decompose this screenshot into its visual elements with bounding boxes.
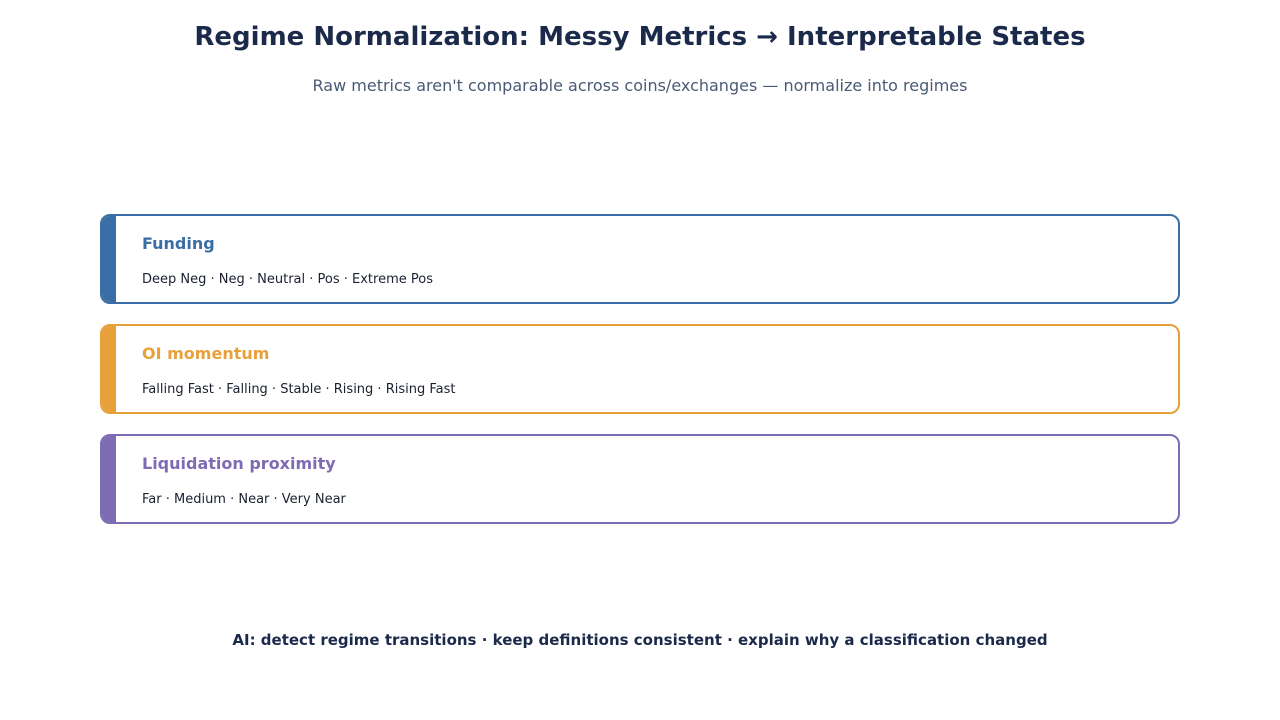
footer: AI: detect regime transitions · keep def… xyxy=(232,631,1048,649)
regime-card: Funding Deep Neg · Neg · Neutral · Pos · … xyxy=(100,214,1180,304)
subtitle: Raw metrics aren't comparable across coi… xyxy=(312,76,968,95)
title: Regime Normalization: Messy Metrics → In… xyxy=(194,22,1086,52)
accent-bar xyxy=(102,216,116,302)
accent-bar xyxy=(102,436,116,522)
card-states: Far · Medium · Near · Very Near xyxy=(142,492,346,507)
accent-bar xyxy=(102,326,116,412)
card-states: Deep Neg · Neg · Neutral · Pos · Extreme… xyxy=(142,272,433,287)
card-title: Liquidation proximity xyxy=(142,454,336,473)
card-states: Falling Fast · Falling · Stable · Rising… xyxy=(142,382,456,397)
regime-card: Liquidation proximity Far · Medium · Near… xyxy=(100,434,1180,524)
card-title: OI momentum xyxy=(142,344,270,363)
card-title: Funding xyxy=(142,234,215,253)
regime-card: OI momentum Falling Fast · Falling · Stab… xyxy=(100,324,1180,414)
